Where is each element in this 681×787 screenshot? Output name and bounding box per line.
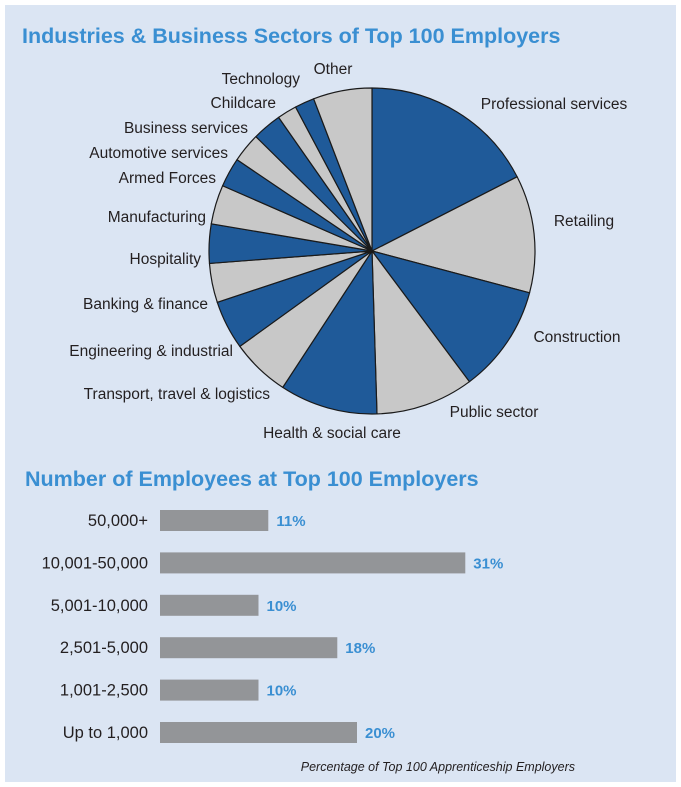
pie-label-manufacturing: Manufacturing [108, 209, 206, 226]
bar-value-label: 10% [267, 683, 297, 700]
bar-value-label: 10% [267, 598, 297, 615]
bar-group: 50,000+ 11% 10,001-50,000 31% 5,001-10,000 10… [42, 510, 503, 743]
bar-category-label: 5,001-10,000 [51, 597, 148, 615]
pie-label-business-services: Business services [124, 120, 248, 137]
bar-category-label: 50,000+ [88, 512, 148, 530]
bar-2-501-5-000 [160, 637, 338, 659]
bar-10-001-50-000 [160, 552, 466, 574]
pie-slice-other [313, 87, 373, 252]
pie-label-childcare: Childcare [211, 95, 276, 112]
bar-category-label: 1,001-2,500 [60, 682, 148, 700]
bar-category-label: Up to 1,000 [63, 724, 148, 742]
pie-labels: Professional services Retailing Constructi… [69, 61, 627, 442]
bar-category-label: 2,501-5,000 [60, 639, 148, 657]
bar-value-label: 18% [345, 640, 375, 657]
pie-slice-retailing [371, 176, 536, 294]
bar-1-001-2-500 [160, 679, 259, 701]
bar-up-to-1-000 [160, 722, 357, 743]
pie-chart-title: Industries & Business Sectors of Top 100… [22, 24, 560, 48]
pie-label-armed-forces: Armed Forces [119, 170, 217, 187]
pie-slice-health-and-social-care [282, 250, 378, 415]
pie-label-health-and-social-care: Health & social care [263, 425, 401, 442]
pie-slice-professional-services [371, 87, 518, 252]
pie-label-transport-travel-and-logistics: Transport, travel & logistics [84, 386, 271, 403]
bar-chart-caption: Percentage of Top 100 Apprenticeship Emp… [301, 760, 575, 774]
bar-5-001-10-000 [160, 594, 259, 616]
pie-slices [208, 87, 536, 415]
pie-label-engineering-and-industrial: Engineering & industrial [69, 343, 233, 360]
pie-slice-construction [371, 250, 531, 383]
pie-label-retailing: Retailing [554, 213, 614, 230]
pie-label-public-sector: Public sector [450, 404, 539, 421]
bar-value-label: 31% [473, 555, 503, 572]
bar-value-label: 11% [276, 513, 305, 530]
bar-value-label: 20% [365, 725, 395, 742]
bar-50-000 [160, 510, 269, 531]
pie-label-automotive-services: Automotive services [89, 145, 228, 162]
pie-slice-public-sector [371, 250, 471, 415]
pie-label-hospitality: Hospitality [130, 251, 202, 268]
bar-chart-title: Number of Employees at Top 100 Employers [25, 467, 479, 491]
pie-label-construction: Construction [533, 329, 620, 346]
pie-label-banking-and-finance: Banking & finance [83, 296, 208, 313]
pie-label-other: Other [314, 61, 353, 78]
pie-label-technology: Technology [222, 71, 301, 88]
pie-label-professional-services: Professional services [481, 96, 628, 113]
bar-category-label: 10,001-50,000 [42, 554, 148, 572]
